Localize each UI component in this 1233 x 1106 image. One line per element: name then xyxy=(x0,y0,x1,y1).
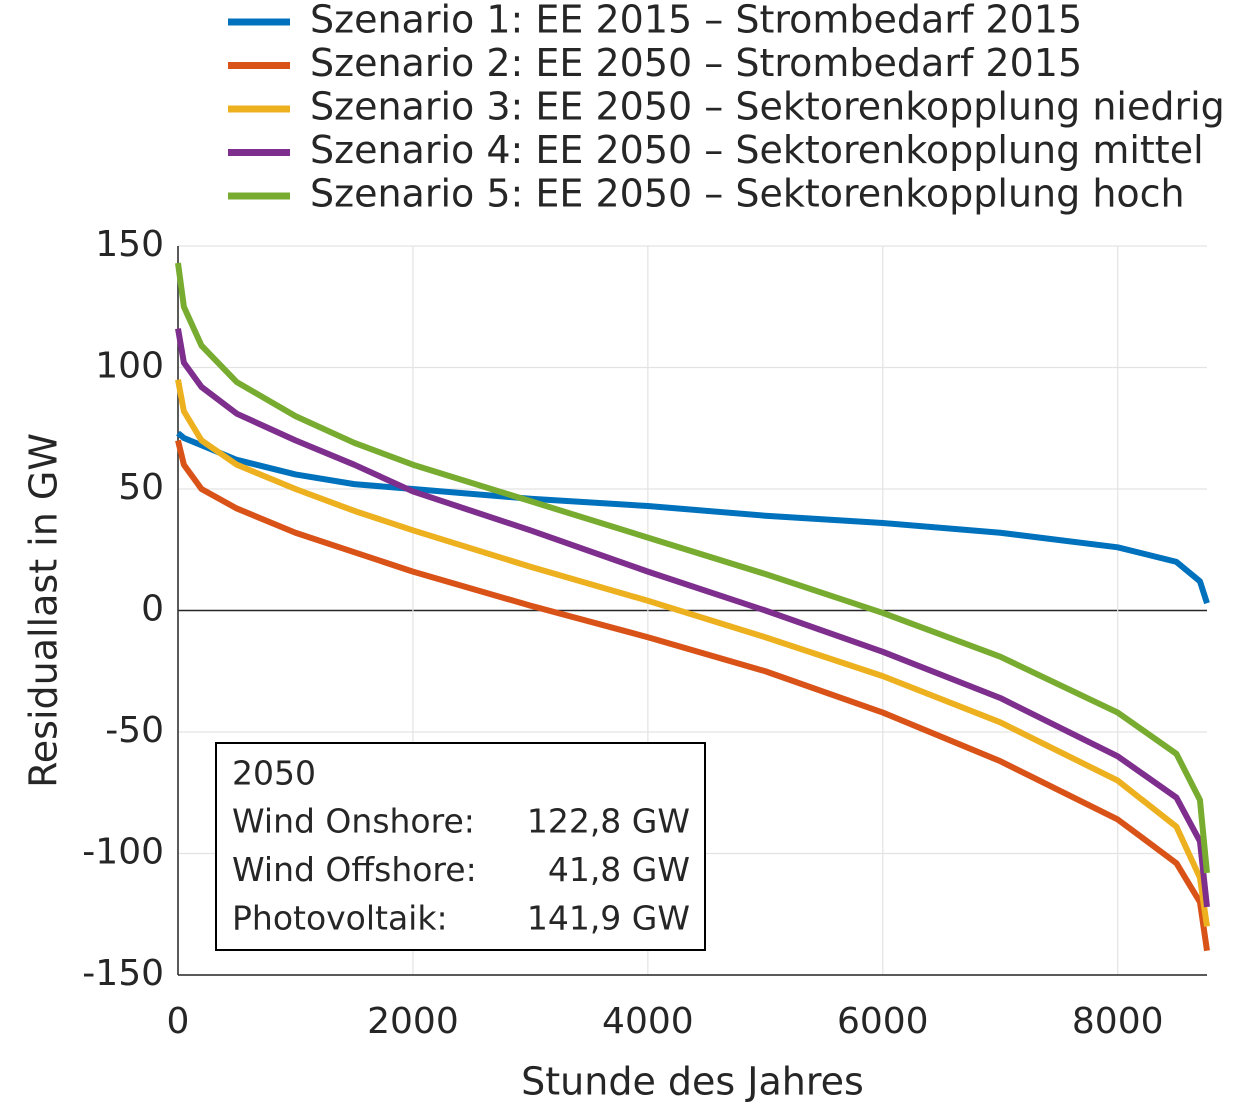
annotation-title: 2050 xyxy=(232,754,316,793)
y-tick-label: 50 xyxy=(118,467,164,508)
x-tick-label: 6000 xyxy=(837,1001,929,1042)
x-tick-label: 4000 xyxy=(602,1001,694,1042)
x-tick-label: 2000 xyxy=(367,1001,459,1042)
x-tick-label: 8000 xyxy=(1072,1001,1164,1042)
legend-label: Szenario 2: EE 2050 – Strombedarf 2015 xyxy=(310,41,1082,85)
y-tick-label: 0 xyxy=(141,589,164,630)
x-axis-label: Stunde des Jahres xyxy=(521,1060,864,1104)
annotation-box xyxy=(215,742,706,951)
y-axis-label: Residuallast in GW xyxy=(22,433,66,788)
legend-label: Szenario 4: EE 2050 – Sektorenkopplung m… xyxy=(310,128,1204,172)
y-tick-label: -100 xyxy=(82,832,164,873)
y-tick-label: -50 xyxy=(105,710,164,751)
legend-label: Szenario 3: EE 2050 – Sektorenkopplung n… xyxy=(310,85,1225,129)
annotation-value: 122,8 GW xyxy=(527,802,690,841)
x-tick-label: 0 xyxy=(167,1001,190,1042)
y-tick-label: 100 xyxy=(95,346,164,387)
data-line xyxy=(175,439,1210,952)
annotation-value: 41,8 GW xyxy=(548,850,690,889)
y-tick-label: 150 xyxy=(95,224,164,265)
legend-label: Szenario 1: EE 2015 – Strombedarf 2015 xyxy=(310,0,1082,42)
annotation-label: Wind Offshore: xyxy=(232,850,477,889)
legend-label: Szenario 5: EE 2050 – Sektorenkopplung h… xyxy=(310,172,1185,216)
annotation-label: Photovoltaik: xyxy=(232,899,448,938)
data-line xyxy=(175,379,1210,927)
data-line xyxy=(175,328,1210,908)
y-tick-label: -150 xyxy=(82,953,164,994)
annotation-label: Wind Onshore: xyxy=(232,802,475,841)
data-line xyxy=(175,262,1210,874)
annotation-value: 141,9 GW xyxy=(527,899,690,938)
